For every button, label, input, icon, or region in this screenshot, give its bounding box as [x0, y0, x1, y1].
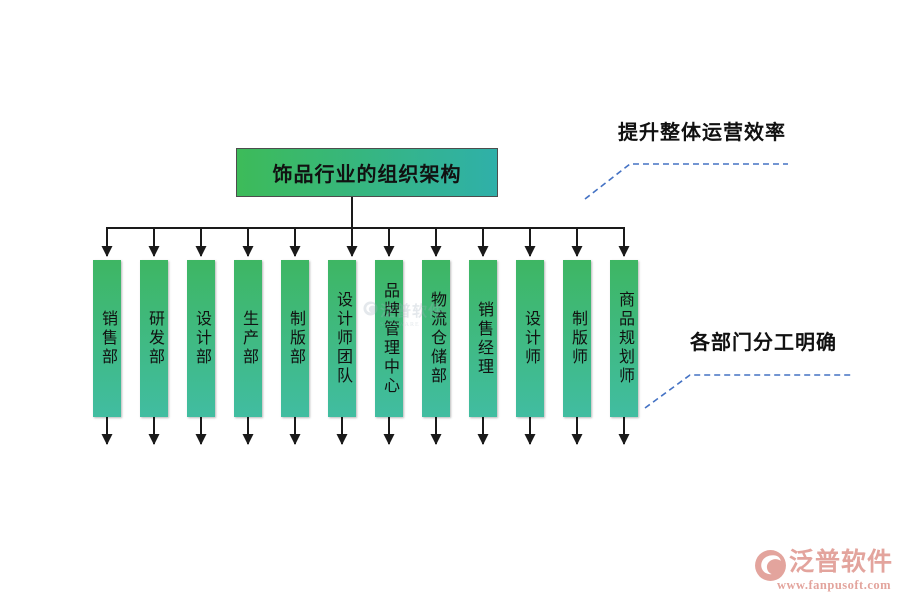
dept-label: 销售部 — [99, 310, 116, 367]
dept-node-platemaker: 制版师 — [563, 260, 591, 417]
fanpu-url: www.fanpusoft.com — [777, 577, 892, 592]
dept-label: 生产部 — [240, 310, 257, 367]
dept-node-product-planner: 商品规划师 — [610, 260, 638, 417]
dept-node-designer: 设计师 — [516, 260, 544, 417]
dept-label: 品牌管理中心 — [381, 281, 398, 396]
dept-node-logistics: 物流仓储部 — [422, 260, 450, 417]
dept-node-production: 生产部 — [234, 260, 262, 417]
fanpu-logo-icon — [755, 550, 786, 581]
dept-label: 设计部 — [193, 310, 210, 367]
fanpu-brand-name: 泛普软件 — [789, 549, 894, 576]
dept-label: 设计师团队 — [334, 291, 351, 386]
dept-node-rnd: 研发部 — [140, 260, 168, 417]
dept-label: 设计师 — [522, 310, 539, 367]
dept-node-sales: 销售部 — [93, 260, 121, 417]
dept-node-platemaking: 制版部 — [281, 260, 309, 417]
dept-label: 研发部 — [146, 310, 163, 367]
dept-label: 制版部 — [287, 310, 304, 367]
annotation-division: 各部门分工明确 — [690, 332, 837, 354]
dept-label: 商品规划师 — [616, 291, 633, 386]
dept-node-sales-manager: 销售经理 — [469, 260, 497, 417]
dept-label: 制版师 — [569, 310, 586, 367]
dept-node-brand-center: 品牌管理中心 — [375, 260, 403, 417]
dept-label: 物流仓储部 — [428, 291, 445, 386]
dept-node-design: 设计部 — [187, 260, 215, 417]
org-root-node: 饰品行业的组织架构 — [236, 148, 498, 197]
annotation-efficiency: 提升整体运营效率 — [618, 122, 786, 144]
org-root-title: 饰品行业的组织架构 — [272, 164, 462, 186]
dept-label: 销售经理 — [475, 300, 492, 377]
fanpu-footer-logo: 泛普软件 www.fanpusoft.com — [754, 549, 893, 593]
dept-node-designer-team: 设计师团队 — [328, 260, 356, 417]
